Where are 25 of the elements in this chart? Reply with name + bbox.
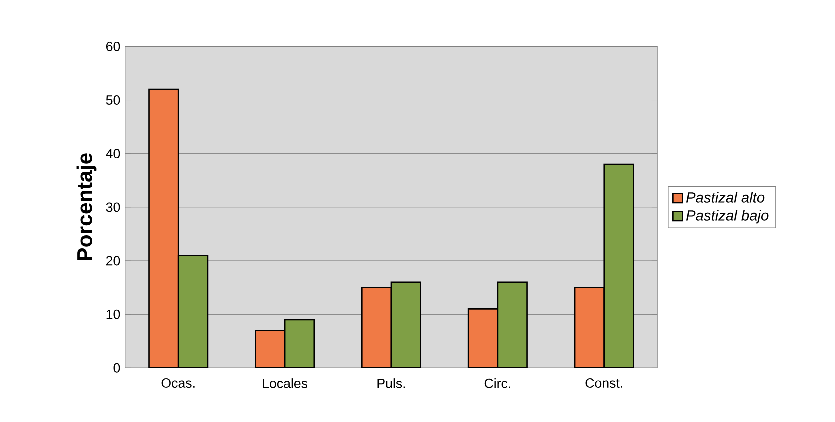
- bar: [468, 308, 499, 368]
- bar: [497, 282, 528, 368]
- y-tick-label: 0: [114, 363, 120, 373]
- bar: [148, 88, 180, 368]
- bar: [284, 319, 316, 368]
- bar: [255, 330, 286, 368]
- legend-label: Pastizal alto: [686, 192, 765, 203]
- bar: [390, 282, 422, 368]
- bar: [361, 287, 392, 368]
- bar: [574, 287, 606, 368]
- y-axis-title: Porcentaje: [76, 154, 97, 260]
- y-tick-label: 60: [106, 42, 120, 52]
- x-tick-label: Ocas.: [162, 378, 195, 388]
- x-tick-label: Circ.: [484, 378, 510, 388]
- bar: [604, 164, 634, 368]
- legend-label: Pastizal bajo: [686, 210, 769, 224]
- bar: [178, 254, 209, 368]
- y-tick-label: 10: [106, 310, 120, 320]
- y-tick-label: 30: [106, 202, 120, 212]
- y-tick-label: 20: [106, 256, 120, 266]
- y-tick-label: 50: [106, 95, 120, 105]
- y-tick-label: 40: [106, 149, 120, 158]
- x-tick-label: Puls.: [378, 378, 406, 388]
- x-tick-label: Const.: [586, 378, 622, 388]
- x-tick-label: Locales: [263, 378, 308, 388]
